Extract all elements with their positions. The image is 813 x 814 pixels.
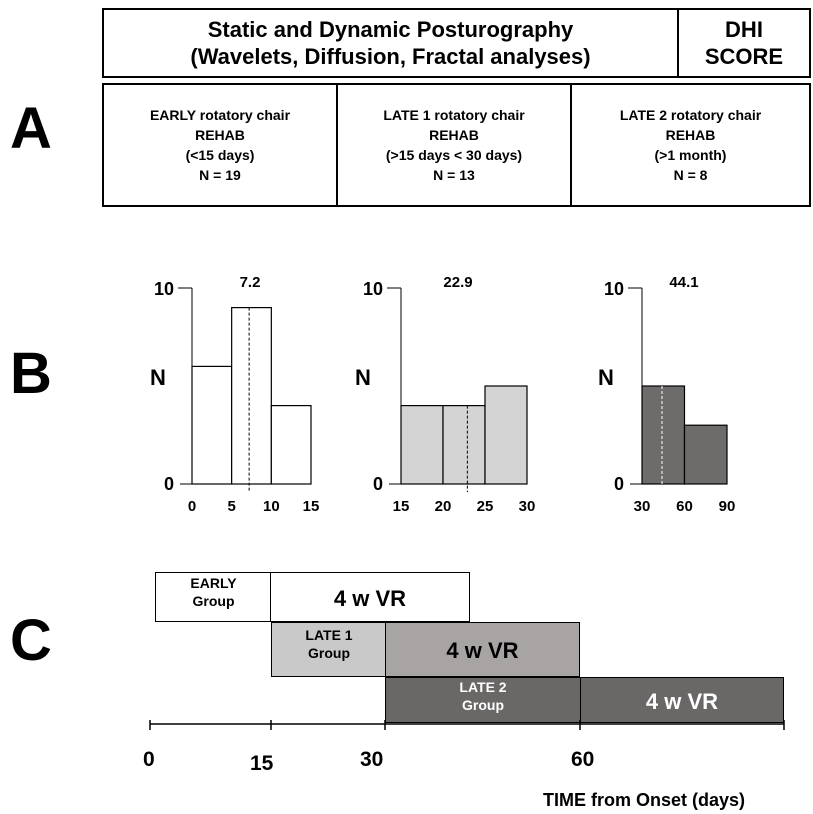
dhi-label: DHI [725, 17, 763, 42]
hist3-bar-2 [683, 424, 728, 485]
early-group-label: EARLY Group [155, 574, 272, 610]
panel-letter-b: B [10, 341, 52, 406]
early-vr-box [270, 572, 470, 622]
group-early-line2: REHAB [195, 127, 245, 143]
hist3-x-tick-90: 90 [719, 498, 736, 515]
group-late2-line1: LATE 2 rotatory chair [619, 107, 762, 123]
hist3-y-axis-label: N [598, 365, 614, 390]
histograms-panel: 10 0 N 7.2 0 5 10 15 10 0 N 22.9 15 20 25 30 10 0 N 44.1 30 6… [150, 274, 736, 515]
late1-group-box [271, 622, 387, 677]
late2-group-box [385, 677, 581, 723]
hist1-x-tick-5: 5 [227, 498, 235, 515]
late2-group-line2: Group [462, 697, 504, 713]
late1-group-line1: LATE 1 [305, 627, 353, 643]
hist2-bar-2 [442, 405, 486, 485]
early-group-box [155, 572, 272, 622]
hist2-bar-1 [400, 405, 444, 485]
hist2-x-tick-15: 15 [393, 498, 410, 515]
group-late2-line3: (>1 month) [654, 147, 727, 163]
time-tick-30: 30 [360, 748, 384, 771]
late1-vr-label: 4 w VR [446, 638, 519, 663]
panel-letter-a: A [10, 96, 52, 161]
hist1-x-tick-10: 10 [263, 498, 280, 515]
late2-group-line1: LATE 2 [459, 679, 507, 695]
time-axis-label: TIME from Onset (days) [543, 790, 746, 810]
score-label: SCORE [704, 44, 784, 69]
posturography-subtitle: (Wavelets, Diffusion, Fractal analyses) [190, 44, 591, 69]
group-late1-line1: LATE 1 rotatory chair [383, 107, 525, 123]
hist3-mean-label: 44.1 [669, 274, 698, 291]
hist1-bar-2 [231, 306, 272, 485]
late1-vr-box [385, 622, 580, 677]
hist2-bar-3 [484, 385, 528, 485]
group-box-late1: LATE 1 rotatory chair REHAB (>15 days < … [336, 83, 572, 207]
hist1-bar-1 [191, 365, 233, 485]
posturography-header: Static and Dynamic Posturography (Wavele… [102, 8, 679, 78]
hist3-bar-1 [641, 385, 686, 485]
group-early-line1: EARLY rotatory chair [149, 107, 291, 123]
group-early-line3: (<15 days) [185, 147, 255, 163]
hist2-x-tick-30: 30 [519, 498, 536, 515]
group-late1-line2: REHAB [429, 127, 479, 143]
dhi-score-header: DHI SCORE [677, 8, 811, 78]
hist1-y-tick-label-top: 10 [154, 279, 174, 299]
panel-letter-c: C [10, 608, 52, 673]
group-early-line4: N = 19 [199, 167, 241, 183]
late2-vr-box [580, 677, 784, 723]
group-late2-line2: REHAB [665, 127, 716, 143]
group-box-late2: LATE 2 rotatory chair REHAB (>1 month) N… [570, 83, 811, 207]
time-axis [149, 720, 785, 730]
hist1-y-axis-label: N [150, 365, 166, 390]
group-late1-line3: (>15 days < 30 days) [385, 147, 523, 163]
hist2-x-tick-25: 25 [477, 498, 494, 515]
hist1-mean-label: 7.2 [240, 274, 261, 291]
early-vr-label: 4 w VR [333, 586, 407, 611]
time-tick-15: 15 [250, 752, 274, 775]
hist2-x-tick-20: 20 [435, 498, 452, 515]
hist3-x-tick-60: 60 [676, 498, 693, 515]
hist1-x-tick-0: 0 [188, 498, 196, 515]
hist3-x-tick-30: 30 [634, 498, 651, 515]
early-group-line1: EARLY [190, 575, 237, 591]
group-box-early: EARLY rotatory chair REHAB (<15 days) N … [102, 83, 338, 207]
late2-group-label: LATE 2 Group [385, 678, 581, 714]
hist1-bar-3 [270, 405, 312, 485]
hist3-y-tick-label-bottom: 0 [614, 474, 624, 494]
group-late2-line4: N = 8 [673, 167, 708, 183]
early-group-line2: Group [192, 593, 235, 609]
hist2-y-tick-label-bottom: 0 [373, 474, 383, 494]
posturography-title: Static and Dynamic Posturography [207, 17, 574, 42]
time-tick-0: 0 [143, 748, 155, 771]
late2-vr-label: 4 w VR [645, 689, 719, 714]
group-late1-line4: N = 13 [433, 167, 475, 183]
late1-group-line2: Group [308, 645, 350, 661]
hist1-y-tick-label-bottom: 0 [164, 474, 174, 494]
time-tick-60: 60 [571, 748, 595, 771]
hist3-y-tick-label-top: 10 [604, 279, 624, 299]
hist1-x-tick-15: 15 [303, 498, 320, 515]
hist2-y-axis-label: N [355, 365, 371, 390]
late1-group-label: LATE 1 Group [271, 626, 387, 662]
hist2-mean-label: 22.9 [443, 274, 472, 291]
hist2-y-tick-label-top: 10 [363, 279, 383, 299]
